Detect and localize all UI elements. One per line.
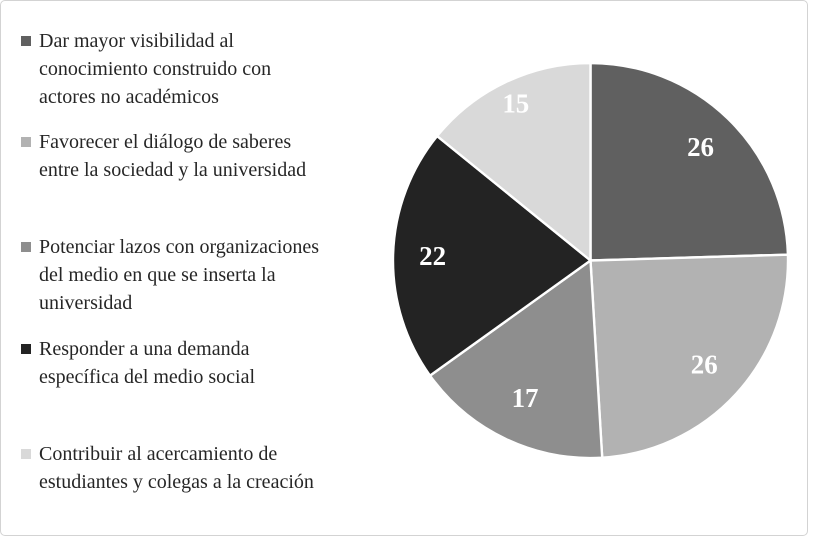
pie-slice-value-label: 15 xyxy=(502,89,529,119)
pie-slice-value-label: 26 xyxy=(687,132,714,162)
legend-item-dar-mayor-visibilidad: Dar mayor visibilidad al conocimiento co… xyxy=(21,27,271,111)
legend-label-line: Responder a una demanda xyxy=(39,338,250,360)
pie-slice xyxy=(435,61,592,262)
legend-item-favorecer-dialogo: Favorecer el diálogo de saberes entre la… xyxy=(21,128,306,184)
pie-slice xyxy=(589,253,790,459)
legend-label-line: actores no académicos xyxy=(39,86,219,108)
pie-slice-value-label: 17 xyxy=(512,383,539,413)
legend-label-line: del medio en que se inserta la xyxy=(39,264,276,286)
legend-label-line: específica del medio social xyxy=(39,366,256,388)
legend-item-responder-demanda: Responder a una demanda específica del m… xyxy=(21,335,255,391)
legend-bullet-icon xyxy=(21,36,31,46)
pie-slice xyxy=(589,61,790,262)
chart-frame: Dar mayor visibilidad al conocimiento co… xyxy=(0,0,808,536)
legend-bullet-icon xyxy=(21,242,31,252)
legend-label-line: conocimiento construido con xyxy=(39,58,272,80)
legend-label-line: Contribuir al acercamiento de xyxy=(39,443,278,465)
pie-slice-value-label: 26 xyxy=(691,349,718,379)
legend-bullet-icon xyxy=(21,137,31,147)
legend-label-line: Favorecer el diálogo de saberes xyxy=(39,131,292,153)
legend-bullet-icon xyxy=(21,449,31,459)
legend-label-line: universidad xyxy=(39,292,133,314)
legend-label: Potenciar lazos con organizaciones del m… xyxy=(39,233,319,317)
pie-slice-value-label: 22 xyxy=(419,241,446,271)
legend-label-line: Potenciar lazos con organizaciones xyxy=(39,236,320,258)
legend-label-line: Dar mayor visibilidad al xyxy=(39,30,234,52)
pie-slice xyxy=(428,259,604,460)
legend-label: Dar mayor visibilidad al conocimiento co… xyxy=(39,27,271,111)
legend-label: Responder a una demanda específica del m… xyxy=(39,335,255,391)
legend: Dar mayor visibilidad al conocimiento co… xyxy=(21,1,371,535)
legend-bullet-icon xyxy=(21,344,31,354)
legend-item-potenciar-lazos: Potenciar lazos con organizaciones del m… xyxy=(21,233,319,317)
legend-label-line: entre la sociedad y la universidad xyxy=(39,159,307,181)
legend-label: Contribuir al acercamiento de estudiante… xyxy=(39,440,314,496)
legend-label: Favorecer el diálogo de saberes entre la… xyxy=(39,128,306,184)
pie-slice xyxy=(391,134,592,377)
legend-label-line: estudiantes y colegas a la creación xyxy=(39,471,314,493)
pie-chart: 26 26 17 22 15 xyxy=(391,61,790,460)
legend-item-contribuir-acercamiento: Contribuir al acercamiento de estudiante… xyxy=(21,440,314,496)
